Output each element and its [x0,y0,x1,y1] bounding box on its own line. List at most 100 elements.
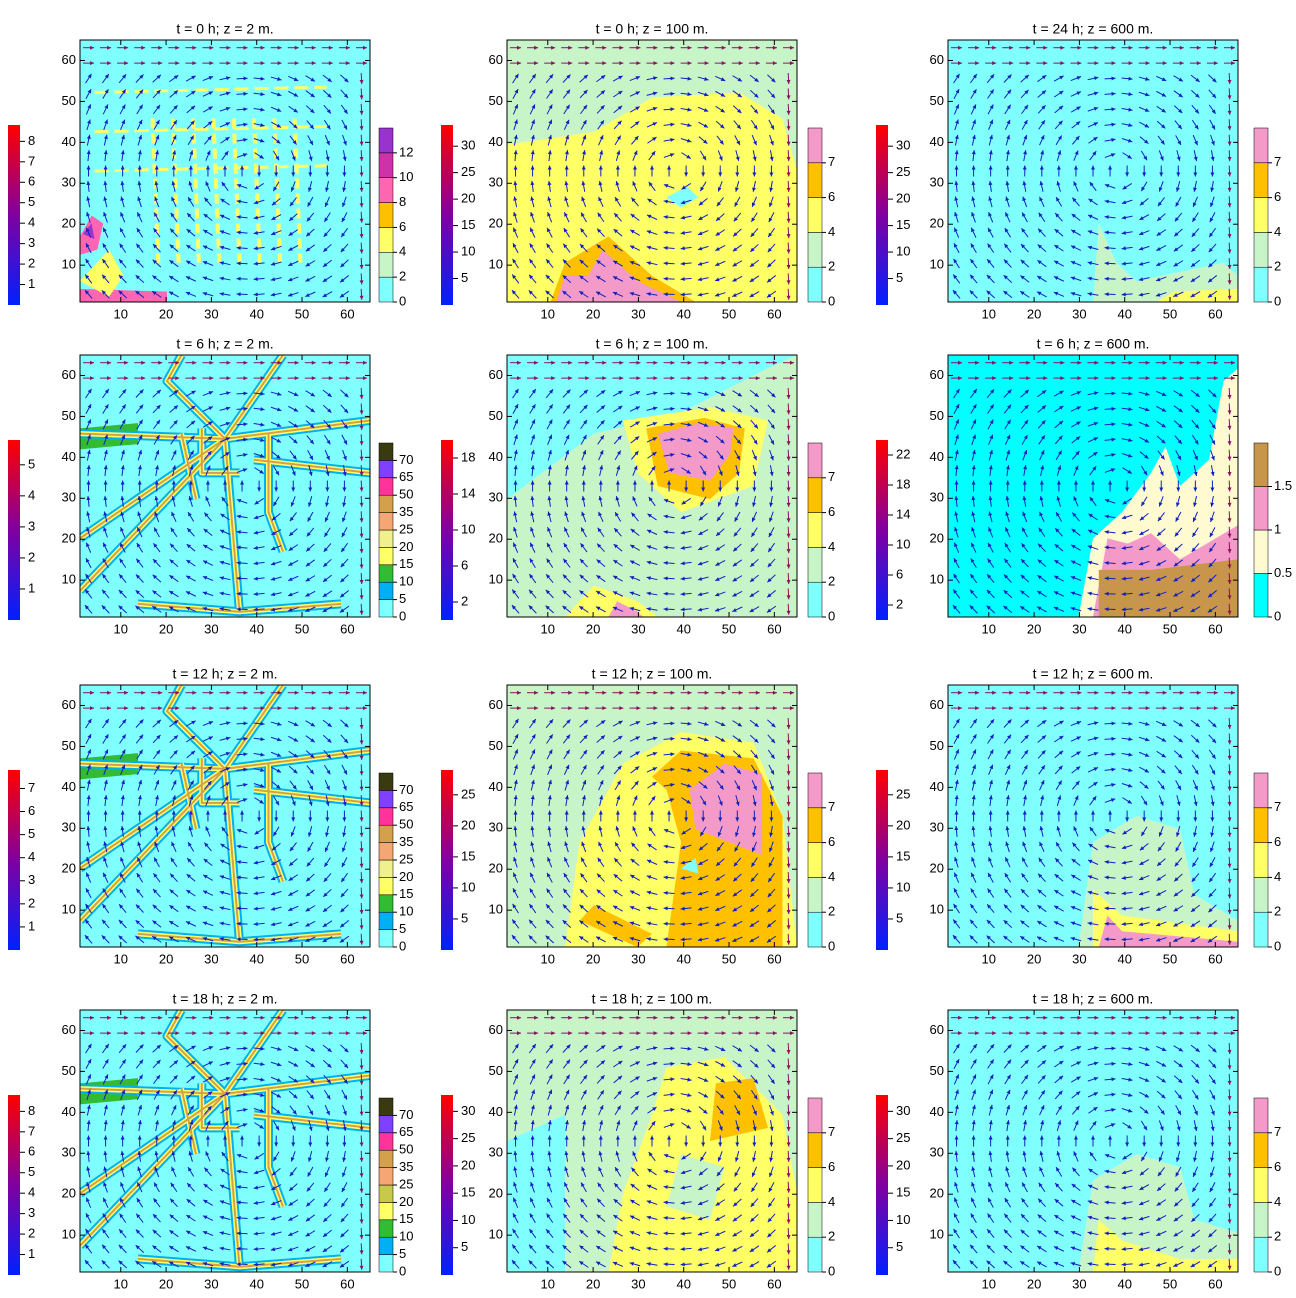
colorbar-tick-label: 3 [28,235,35,250]
y-tick-label: 60 [62,697,76,712]
colorbar-band [379,600,393,617]
colorbar-band [379,565,393,582]
panel: t = 0 h; z = 100 m.102030405060102030405… [441,21,835,322]
colorbar-tick-label: 14 [896,506,910,521]
colorbar-band [1254,232,1268,267]
colorbar-band [379,178,393,203]
colorbar-band [379,153,393,178]
colorbar-tick-label: 6 [28,803,35,818]
colorbar-band [808,478,822,513]
colorbar-tick-label: 15 [399,886,413,901]
y-tick-label: 40 [930,134,944,149]
vector-colorbar [8,440,20,620]
colorbar-tick-label: 2 [28,549,35,564]
x-tick-label: 30 [1072,621,1086,636]
colorbar-tick-label: 5 [461,270,468,285]
colorbar-band [379,912,393,929]
x-tick-label: 20 [1027,306,1041,321]
x-tick-label: 40 [1117,306,1131,321]
colorbar-tick-label: 15 [461,217,475,232]
y-tick-label: 20 [62,861,76,876]
colorbar-band [808,443,822,478]
colorbar-band [379,128,393,153]
colorbar-tick-label: 35 [399,504,413,519]
colorbar-band [379,530,393,547]
x-tick-label: 20 [159,951,173,966]
y-tick-label: 50 [930,408,944,423]
colorbar-tick-label: 10 [399,169,413,184]
y-tick-label: 40 [930,449,944,464]
colorbar-band [1254,443,1268,487]
colorbar-tick-label: 6 [28,174,35,189]
x-tick-label: 60 [340,621,354,636]
colorbar-tick-label: 8 [399,194,406,209]
colorbar-tick-label: 0 [399,608,406,623]
x-tick-label: 20 [1027,621,1041,636]
colorbar-band [379,513,393,530]
x-tick-label: 50 [1163,621,1177,636]
colorbar-tick-label: 0.5 [1274,565,1292,580]
vector-colorbar [8,770,20,950]
x-tick-label: 40 [1117,621,1131,636]
panel-title: t = 12 h; z = 100 m. [592,666,713,682]
x-tick-label: 20 [159,306,173,321]
colorbar-tick-label: 6 [896,566,903,581]
colorbar-tick-label: 0 [399,293,406,308]
y-tick-label: 40 [62,449,76,464]
y-tick-label: 50 [930,93,944,108]
panel: t = 12 h; z = 2 m.1020304050601020304050… [8,666,413,967]
y-tick-label: 40 [62,134,76,149]
x-tick-label: 40 [249,621,263,636]
x-tick-label: 30 [631,306,645,321]
colorbar-tick-label: 65 [399,469,413,484]
x-tick-label: 50 [295,621,309,636]
colorbar-band [379,227,393,252]
contour-field [507,355,797,617]
x-tick-label: 50 [295,951,309,966]
vector-colorbar [441,125,453,305]
y-tick-label: 30 [489,490,503,505]
y-tick-label: 60 [930,52,944,67]
colorbar-tick-label: 20 [896,191,910,206]
vector-colorbar [8,125,20,305]
colorbar-tick-label: 30 [461,138,475,153]
vector-colorbar [876,125,888,305]
x-tick-label: 60 [340,306,354,321]
colorbar-tick-label: 2 [461,593,468,608]
y-tick-label: 60 [930,367,944,382]
colorbar-tick-label: 20 [461,191,475,206]
y-tick-label: 20 [489,216,503,231]
x-tick-label: 40 [249,951,263,966]
x-tick-label: 60 [1208,306,1222,321]
y-tick-label: 60 [489,367,503,382]
colorbar-band [1254,267,1268,302]
vector-colorbar [876,440,888,620]
vector-colorbar [441,440,453,620]
y-tick-label: 50 [489,408,503,423]
colorbar-tick-label: 10 [461,521,475,536]
colorbar-band [379,808,393,825]
colorbar-tick-label: 1 [28,580,35,595]
colorbar-band [808,163,822,198]
colorbar-band [379,790,393,807]
colorbar-tick-label: 6 [399,219,406,234]
colorbar-tick-label: 4 [28,487,35,502]
colorbar-tick-label: 8 [28,133,35,148]
panel: t = 6 h; z = 600 m.102030405060102030405… [876,336,1292,637]
y-tick-label: 50 [62,408,76,423]
colorbar-tick-label: 2 [28,895,35,910]
contour-field [80,355,370,617]
colorbar-tick-label: 5 [896,270,903,285]
panel-title: t = 6 h; z = 2 m. [176,336,273,352]
colorbar-tick-label: 4 [828,224,835,239]
colorbar-tick-label: 35 [399,834,413,849]
colorbar-tick-label: 1 [28,918,35,933]
x-tick-label: 20 [586,306,600,321]
x-tick-label: 20 [159,621,173,636]
colorbar-tick-label: 20 [399,869,413,884]
y-tick-label: 30 [62,175,76,190]
colorbar-band [808,547,822,582]
x-tick-label: 60 [767,621,781,636]
y-tick-label: 30 [489,175,503,190]
